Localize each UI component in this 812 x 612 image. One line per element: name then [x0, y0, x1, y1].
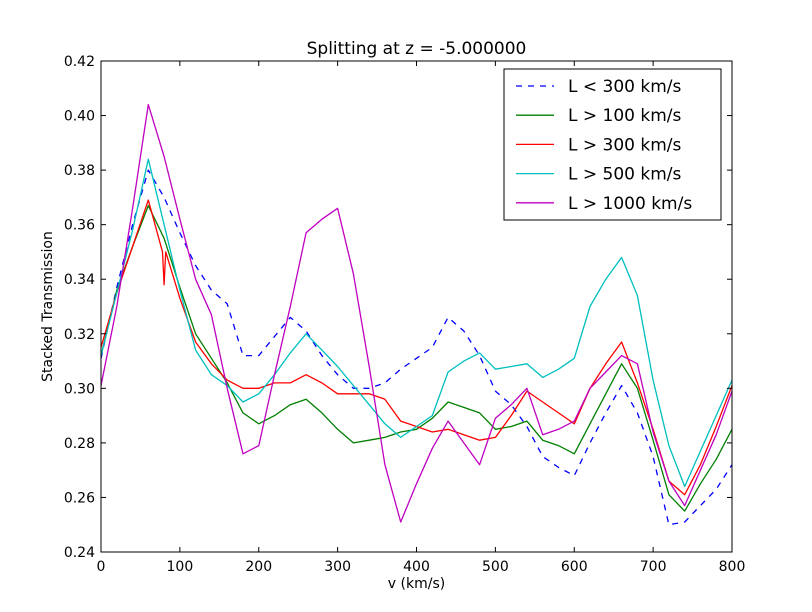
plot-frame — [100, 60, 733, 553]
legend: L < 300 km/s L > 100 km/s L > 300 km/s L > … — [503, 68, 722, 221]
legend-label-1: L < 300 km/s — [568, 77, 682, 97]
series-line-2 — [100, 204, 733, 512]
y-tick-label: 0.38 — [64, 163, 95, 179]
y-tick-label: 0.34 — [64, 272, 95, 288]
y-tick-label: 0.36 — [64, 218, 95, 234]
x-tick-label: 300 — [324, 559, 351, 575]
legend-label-2: L > 100 km/s — [568, 106, 682, 126]
chart-title: Splitting at z = -5.000000 — [307, 39, 527, 59]
x-tick-label: 0 — [97, 559, 106, 575]
y-tick-label: 0.28 — [64, 436, 95, 452]
x-axis-label: v (km/s) — [388, 576, 445, 592]
series-layer — [100, 103, 733, 526]
series-line-5 — [100, 103, 733, 523]
y-tick-label: 0.32 — [64, 327, 95, 343]
x-tick-label: 600 — [561, 559, 588, 575]
series-line-1 — [100, 169, 733, 526]
y-tick-label: 0.30 — [64, 381, 95, 397]
series-line-3 — [100, 199, 733, 496]
x-tick-label: 100 — [167, 559, 194, 575]
ticks-layer: 0 100 200 300 400 500 600 700 800 0.24 0.26 0.28 0.3… — [64, 54, 746, 575]
series-line-4 — [100, 158, 733, 488]
x-tick-label: 200 — [245, 559, 272, 575]
x-tick-label: 500 — [482, 559, 509, 575]
y-tick-label: 0.40 — [64, 109, 95, 125]
y-tick-label: 0.24 — [64, 545, 95, 561]
y-axis-label: Stacked Transmission — [40, 231, 56, 382]
x-tick-label: 700 — [640, 559, 667, 575]
y-tick-label: 0.42 — [64, 54, 95, 70]
legend-label-3: L > 300 km/s — [568, 135, 682, 155]
x-tick-label: 800 — [719, 559, 746, 575]
x-tick-label: 400 — [403, 559, 430, 575]
y-tick-label: 0.26 — [64, 490, 95, 506]
legend-label-4: L > 500 km/s — [568, 165, 682, 185]
legend-label-5: L > 1000 km/s — [568, 194, 692, 214]
